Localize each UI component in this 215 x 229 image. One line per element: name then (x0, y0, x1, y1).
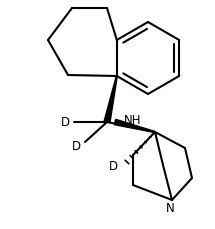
Polygon shape (104, 76, 117, 123)
Polygon shape (114, 119, 155, 133)
Text: D: D (60, 115, 70, 128)
Text: N: N (166, 202, 174, 215)
Text: D: D (71, 141, 81, 153)
Text: D: D (109, 161, 118, 174)
Text: NH: NH (124, 114, 142, 126)
